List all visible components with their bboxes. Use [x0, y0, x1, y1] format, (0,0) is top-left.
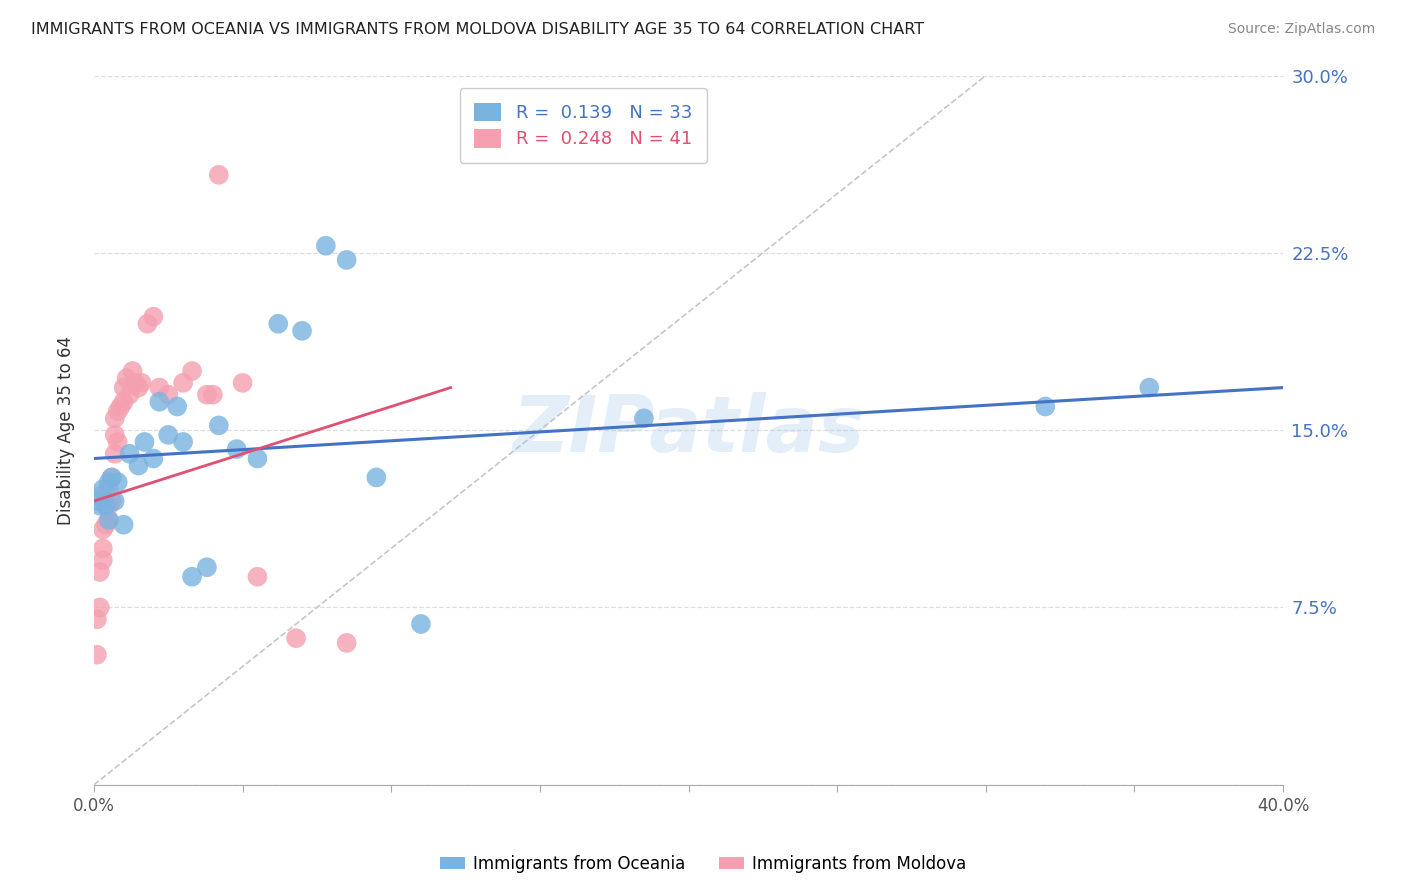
Point	[181, 364, 204, 378]
Text: ZIPatlas: ZIPatlas	[512, 392, 865, 468]
Point	[115, 371, 138, 385]
Point	[104, 428, 127, 442]
Point	[267, 317, 290, 331]
Text: Source: ZipAtlas.com: Source: ZipAtlas.com	[1227, 22, 1375, 37]
Point	[181, 570, 204, 584]
Point	[91, 553, 114, 567]
Point	[148, 381, 170, 395]
Point	[89, 499, 111, 513]
Point	[128, 458, 150, 473]
Point	[118, 387, 141, 401]
Point	[86, 648, 108, 662]
Point	[110, 400, 132, 414]
Point	[97, 475, 120, 490]
Point	[100, 470, 122, 484]
Point	[136, 317, 159, 331]
Legend: R =  0.139   N = 33, R =  0.248   N = 41: R = 0.139 N = 33, R = 0.248 N = 41	[460, 88, 706, 163]
Point	[97, 513, 120, 527]
Point	[104, 447, 127, 461]
Point	[124, 376, 146, 390]
Point	[172, 376, 194, 390]
Point	[91, 523, 114, 537]
Point	[128, 381, 150, 395]
Point	[107, 404, 129, 418]
Point	[157, 428, 180, 442]
Point	[121, 364, 143, 378]
Point	[142, 310, 165, 324]
Point	[315, 238, 337, 252]
Point	[409, 617, 432, 632]
Point	[246, 451, 269, 466]
Point	[134, 434, 156, 449]
Point	[118, 447, 141, 461]
Point	[89, 489, 111, 503]
Point	[232, 376, 254, 390]
Point	[86, 612, 108, 626]
Point	[225, 442, 247, 456]
Point	[89, 600, 111, 615]
Point	[112, 381, 135, 395]
Point	[1033, 400, 1056, 414]
Point	[112, 394, 135, 409]
Point	[366, 470, 388, 484]
Point	[104, 494, 127, 508]
Point	[172, 434, 194, 449]
Y-axis label: Disability Age 35 to 64: Disability Age 35 to 64	[58, 335, 75, 524]
Point	[633, 411, 655, 425]
Point	[208, 418, 231, 433]
Point	[107, 434, 129, 449]
Point	[285, 631, 308, 645]
Point	[195, 387, 218, 401]
Point	[291, 324, 314, 338]
Point	[97, 499, 120, 513]
Point	[94, 517, 117, 532]
Point	[91, 482, 114, 496]
Point	[246, 570, 269, 584]
Point	[97, 482, 120, 496]
Point	[91, 541, 114, 556]
Point	[336, 252, 359, 267]
Point	[1137, 381, 1160, 395]
Point	[131, 376, 153, 390]
Point	[89, 565, 111, 579]
Point	[201, 387, 224, 401]
Point	[195, 560, 218, 574]
Point	[100, 494, 122, 508]
Point	[94, 499, 117, 513]
Text: IMMIGRANTS FROM OCEANIA VS IMMIGRANTS FROM MOLDOVA DISABILITY AGE 35 TO 64 CORRE: IMMIGRANTS FROM OCEANIA VS IMMIGRANTS FR…	[31, 22, 924, 37]
Point	[112, 517, 135, 532]
Point	[336, 636, 359, 650]
Legend: Immigrants from Oceania, Immigrants from Moldova: Immigrants from Oceania, Immigrants from…	[433, 848, 973, 880]
Point	[157, 387, 180, 401]
Point	[94, 499, 117, 513]
Point	[166, 400, 188, 414]
Point	[104, 411, 127, 425]
Point	[208, 168, 231, 182]
Point	[107, 475, 129, 490]
Point	[86, 494, 108, 508]
Point	[100, 470, 122, 484]
Point	[148, 394, 170, 409]
Point	[142, 451, 165, 466]
Point	[97, 513, 120, 527]
